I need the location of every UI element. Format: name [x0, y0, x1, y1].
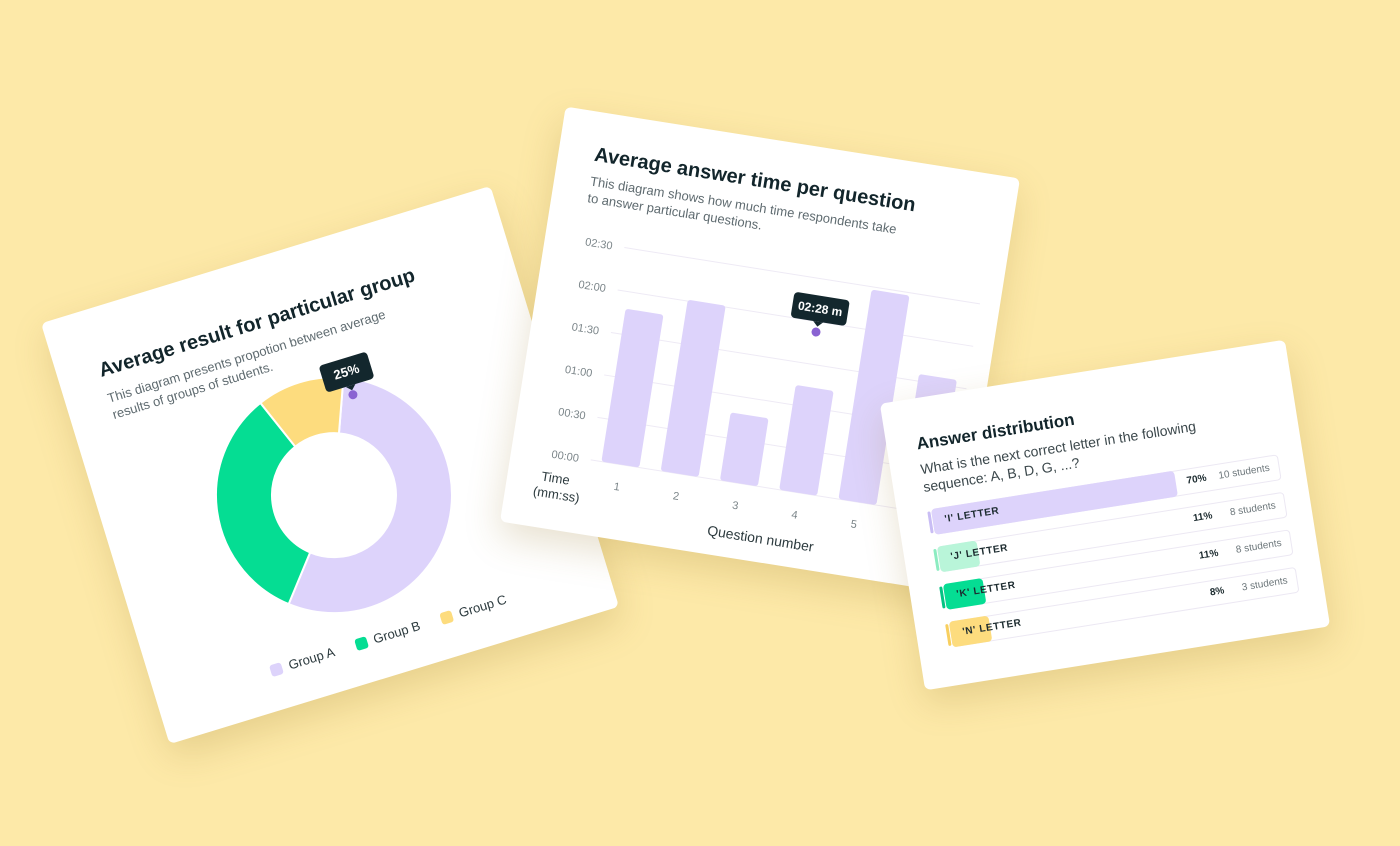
- bar-question-4: [779, 385, 834, 496]
- answer-row-percent: 11%: [1192, 510, 1214, 525]
- answer-row-count: 8 students: [1229, 500, 1277, 519]
- donut-slice-group-a: [287, 376, 453, 615]
- grid-line: [590, 459, 947, 517]
- legend-label: Group A: [286, 644, 337, 673]
- grid-line: [624, 247, 981, 305]
- legend-swatch: [439, 609, 455, 625]
- bar-question-2: [661, 300, 726, 477]
- answer-row-label: 'J' LETTER: [949, 542, 1009, 563]
- answer-row-label: 'K' LETTER: [955, 579, 1017, 601]
- answer-time-card: 00:0000:3001:0001:3002:0002:30123456Time…: [499, 106, 1021, 594]
- x-tick-label: 5: [850, 518, 858, 531]
- bar-question-1: [601, 309, 664, 468]
- answer-row-label: 'I' LETTER: [943, 505, 1001, 526]
- y-tick-label: 00:00: [551, 449, 580, 465]
- legend-swatch: [353, 635, 369, 651]
- bar-question-3: [720, 412, 769, 486]
- answer-row-percent: 70%: [1185, 472, 1208, 487]
- answer-row-count: 10 students: [1217, 462, 1271, 482]
- answer-row-count: 8 students: [1235, 537, 1283, 556]
- answer-row-label: 'N' LETTER: [961, 617, 1023, 638]
- donut-chart: [214, 376, 453, 615]
- x-axis-label: Question number: [706, 522, 815, 555]
- x-tick-label: 3: [731, 500, 739, 513]
- answer-distribution-card: Answer distribution What is the next cor…: [879, 339, 1331, 691]
- legend-item: Group B: [353, 618, 422, 652]
- legend-item: Group C: [439, 591, 509, 626]
- bar-chart: 00:0000:3001:0001:3002:0002:30123456Time…: [532, 236, 981, 555]
- y-tick-label: 02:30: [584, 236, 613, 252]
- group-result-card: Average result for particular group This…: [40, 185, 620, 745]
- answer-row-count: 3 students: [1241, 575, 1289, 594]
- y-axis-label-unit: (mm:ss): [532, 483, 581, 505]
- bar-question-5: [838, 290, 910, 505]
- y-tick-label: 02:00: [577, 279, 606, 295]
- y-tick-label: 01:00: [564, 364, 593, 380]
- legend-label: Group B: [371, 618, 423, 647]
- x-tick-label: 2: [672, 490, 680, 503]
- grid-line: [610, 331, 967, 390]
- y-tick-label: 00:30: [557, 406, 586, 422]
- y-tick-label: 01:30: [571, 321, 600, 337]
- legend-label: Group C: [456, 591, 509, 621]
- answer-row-percent: 11%: [1198, 547, 1220, 562]
- donut-slice-group-b: [214, 401, 312, 606]
- x-tick-label: 1: [613, 481, 621, 494]
- legend-item: Group A: [268, 644, 337, 678]
- legend-swatch: [268, 661, 284, 677]
- x-tick-label: 4: [791, 509, 799, 522]
- y-axis-label: Time: [540, 468, 570, 487]
